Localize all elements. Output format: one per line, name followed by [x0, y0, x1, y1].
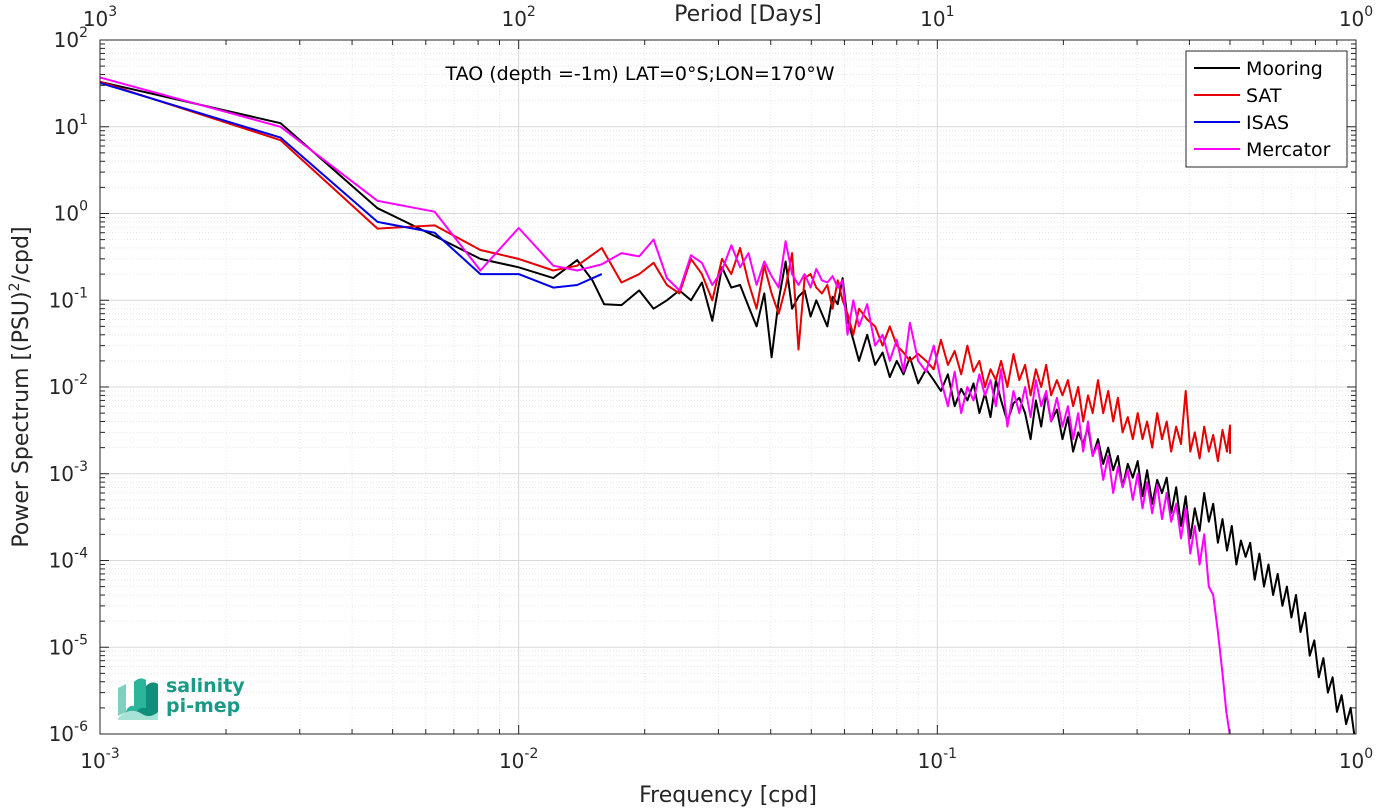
top-axis-label: Period [Days]	[674, 2, 822, 27]
y-tick-label-base: 10	[49, 288, 74, 312]
y-tick-label: 10-6	[49, 719, 89, 746]
y-tick-label-exp: 1	[79, 112, 88, 128]
x-tick-label-base: 10	[1339, 749, 1364, 773]
y-axis-label-tail: /cpd]	[9, 226, 34, 282]
x-tick-label-base: 10	[918, 749, 943, 773]
y-tick-label-base: 10	[49, 635, 74, 659]
y-tick-label: 10-5	[49, 632, 88, 659]
top-tick-label-base: 10	[501, 7, 526, 31]
y-tick-label-base: 10	[49, 549, 74, 573]
x-tick-label-exp: -1	[943, 746, 957, 762]
top-tick-label: 101	[920, 4, 954, 31]
top-tick-label-exp: 3	[108, 4, 117, 20]
top-tick-label-base: 10	[1339, 7, 1364, 31]
legend-label-mercator: Mercator	[1246, 139, 1331, 161]
y-tick-label-base: 10	[54, 202, 79, 226]
top-tick-label-exp: 1	[946, 4, 955, 20]
top-tick-label: 102	[501, 4, 535, 31]
series-lines	[100, 76, 1356, 734]
y-tick-label: 101	[54, 112, 88, 139]
y-tick-label: 10-1	[49, 285, 88, 312]
top-tick-label: 103	[83, 4, 117, 31]
y-axis-label: Power Spectrum [(PSU)2/cpd]	[7, 226, 34, 547]
x-tick-label-exp: -2	[524, 746, 538, 762]
logo: salinity pi-mep	[118, 675, 245, 720]
y-tick-label-base: 10	[54, 28, 79, 52]
chart-title: TAO (depth =-1m) LAT=0°S;LON=170°W	[444, 63, 834, 85]
x-tick-label: 10-1	[918, 746, 957, 773]
top-tick-label: 100	[1339, 4, 1373, 31]
logo-line2: pi-mep	[166, 695, 240, 717]
x-tick-label-exp: -3	[106, 746, 120, 762]
y-tick-label-exp: -1	[74, 285, 88, 301]
y-tick-label-exp: 2	[79, 25, 88, 41]
x-tick-label: 10-2	[499, 746, 538, 773]
y-tick-label: 102	[54, 25, 88, 52]
series-line-mercator	[100, 76, 1231, 734]
axis-ticks	[99, 39, 1357, 735]
series-line-isas	[100, 81, 603, 289]
y-tick-label-exp: -3	[74, 459, 88, 475]
x-tick-label-base: 10	[80, 749, 105, 773]
y-tick-label-exp: 0	[79, 199, 88, 215]
y-tick-label-exp: -6	[74, 719, 88, 735]
y-axis-label-sup: 2	[7, 282, 23, 291]
y-tick-label: 10-2	[49, 372, 88, 399]
y-tick-label-base: 10	[54, 115, 79, 139]
y-tick-label: 100	[54, 199, 88, 226]
top-tick-label-exp: 2	[527, 4, 536, 20]
y-axis-label-main: Power Spectrum [(PSU)	[9, 291, 34, 547]
legend-label-isas: ISAS	[1246, 112, 1289, 134]
y-tick-label-base: 10	[49, 722, 74, 746]
x-tick-label-base: 10	[499, 749, 524, 773]
legend: Mooring SAT ISAS Mercator	[1185, 50, 1348, 168]
x-tick-label-exp: 0	[1364, 746, 1373, 762]
y-tick-label: 10-4	[49, 546, 89, 573]
top-tick-label-base: 10	[83, 7, 108, 31]
y-tick-label-exp: -5	[74, 632, 88, 648]
x-tick-label: 10-3	[80, 746, 119, 773]
y-tick-label-base: 10	[49, 462, 74, 486]
top-tick-label-base: 10	[920, 7, 945, 31]
legend-box	[1185, 50, 1348, 168]
grid	[99, 39, 1357, 735]
x-axis-label: Frequency [cpd]	[639, 783, 817, 808]
y-tick-label-exp: -4	[74, 546, 88, 562]
legend-label-sat: SAT	[1246, 85, 1282, 107]
y-tick-label: 10-3	[49, 459, 88, 486]
x-tick-label: 100	[1339, 746, 1373, 773]
logo-waves-icon	[118, 678, 158, 720]
series-line-mooring	[100, 80, 1356, 734]
legend-label-mooring: Mooring	[1246, 58, 1323, 80]
series-line-sat	[100, 80, 1231, 463]
logo-line1: salinity	[166, 675, 245, 697]
top-tick-label-exp: 0	[1364, 4, 1373, 20]
y-tick-label-base: 10	[49, 375, 74, 399]
y-tick-label-exp: -2	[74, 372, 88, 388]
